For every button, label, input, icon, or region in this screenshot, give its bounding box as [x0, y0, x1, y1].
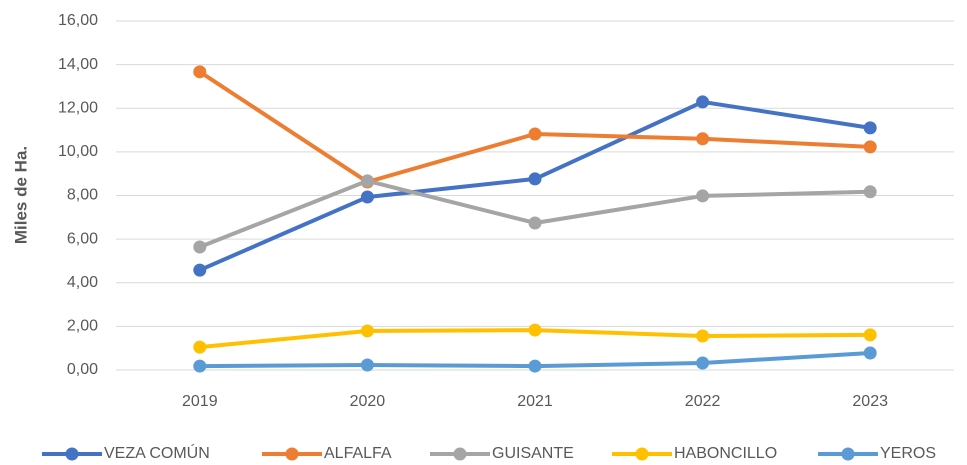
data-point [528, 172, 542, 186]
data-point [193, 340, 207, 354]
y-tick-label: 14,00 [58, 56, 98, 73]
legend-label: HABONCILLO [674, 445, 777, 462]
data-point [528, 323, 542, 337]
data-point [863, 185, 877, 199]
data-point [696, 329, 710, 343]
y-tick-label: 16,00 [58, 12, 98, 29]
x-tick-label: 2023 [852, 393, 888, 410]
data-point [360, 324, 374, 338]
y-axis-label: Miles de Ha. [11, 146, 30, 244]
legend-marker [65, 447, 79, 461]
y-tick-label: 12,00 [58, 99, 98, 116]
legend-marker [453, 447, 467, 461]
data-point [863, 346, 877, 360]
y-tick-label: 10,00 [58, 143, 98, 160]
data-point [863, 140, 877, 154]
data-point [193, 359, 207, 373]
legend-marker [841, 447, 855, 461]
y-tick-label: 2,00 [67, 318, 98, 335]
series-line [197, 99, 873, 273]
series-line [197, 69, 873, 184]
legend-marker [635, 447, 649, 461]
data-point [193, 263, 207, 277]
x-tick-label: 2021 [517, 393, 553, 410]
data-point [863, 121, 877, 135]
y-tick-label: 0,00 [67, 361, 98, 378]
data-point [696, 95, 710, 109]
data-point [360, 174, 374, 188]
data-point [360, 190, 374, 204]
data-point [360, 358, 374, 372]
legend-label: YEROS [880, 445, 936, 462]
data-point [696, 356, 710, 370]
data-point [528, 127, 542, 141]
data-point [528, 216, 542, 230]
data-point [863, 328, 877, 342]
data-point [696, 189, 710, 203]
data-point [528, 359, 542, 373]
data-point [193, 65, 207, 79]
x-tick-label: 2019 [182, 393, 218, 410]
y-tick-label: 8,00 [67, 187, 98, 204]
x-tick-label: 2020 [350, 393, 386, 410]
series-line [197, 178, 873, 249]
legend-label: VEZA COMÚN [104, 443, 210, 462]
y-tick-label: 4,00 [67, 274, 98, 291]
legend-marker [285, 447, 299, 461]
y-tick-label: 6,00 [67, 230, 98, 247]
legend-label: ALFALFA [324, 445, 392, 462]
data-point [696, 132, 710, 146]
x-tick-label: 2022 [685, 393, 721, 410]
data-point [193, 240, 207, 254]
legend-label: GUISANTE [492, 445, 574, 462]
